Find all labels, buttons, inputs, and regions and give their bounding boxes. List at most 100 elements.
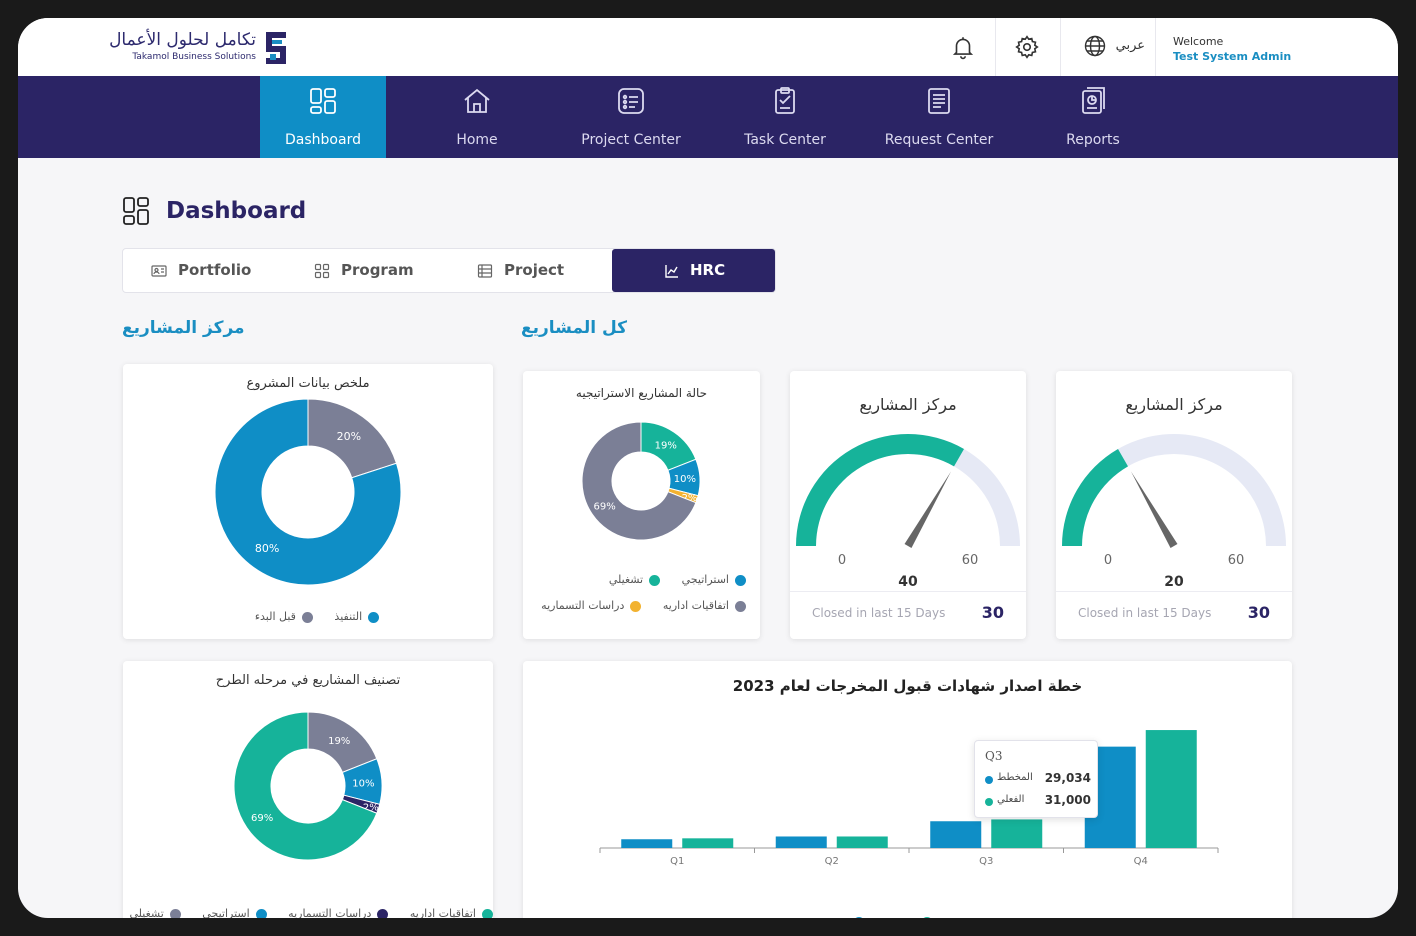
legend-item[interactable]: دراسات التسماريه <box>288 907 389 918</box>
legend-label: دراسات التسماريه <box>288 907 372 918</box>
legend-item[interactable]: اتفاقيات اداريه <box>663 599 746 612</box>
chart-legend: اتفاقيات اداريه دراسات التسماريه استراتي… <box>123 907 493 918</box>
bar[interactable] <box>930 821 982 848</box>
gauge-value-label: 20 <box>1164 574 1184 590</box>
slice-label: 2% <box>682 493 698 504</box>
grid-icon <box>314 263 330 279</box>
topbar-divider <box>995 18 996 76</box>
bar[interactable] <box>836 836 888 848</box>
legend-dot <box>735 600 746 612</box>
tab-hrc[interactable]: HRC <box>612 249 775 292</box>
nav-item-request-center[interactable]: Request Center <box>876 76 1002 158</box>
user-name[interactable]: Test System Admin <box>1173 50 1292 63</box>
nav-label: Project Center <box>581 132 681 148</box>
closed-label: Closed in last 15 Days <box>1078 606 1212 620</box>
document-icon <box>928 88 950 114</box>
app-window: تكامل لحلول الأعمال Takamol Business Sol… <box>18 18 1398 918</box>
tooltip-series-name: المخطط <box>997 772 1033 783</box>
nav-item-task-center[interactable]: Task Center <box>722 76 848 158</box>
gauge-card: مركز المشاريع 0 60 20 Closed in last 15 Da… <box>1056 371 1292 639</box>
gauge-needle <box>1131 471 1178 548</box>
legend-item[interactable]: قبل البدء <box>255 610 313 623</box>
grid-icon <box>123 197 149 225</box>
bar[interactable] <box>1145 730 1197 848</box>
brand-logo[interactable]: تكامل لحلول الأعمال Takamol Business Sol… <box>109 26 292 70</box>
classification-card: تصنيف المشاريع في مرحله الطرح 19% 10% 2% 69… <box>123 661 493 918</box>
gauge-min-label: 0 <box>1104 553 1112 568</box>
gauge-fill <box>1062 449 1128 546</box>
report-icon <box>1082 87 1105 114</box>
chart-legend: التنفيذ قبل البدء <box>123 610 493 623</box>
nav-item-reports[interactable]: Reports <box>1030 76 1156 158</box>
nav-label: Reports <box>1066 132 1120 148</box>
legend-item[interactable]: تشغيلي <box>129 907 181 918</box>
legend-label: اتفاقيات اداريه <box>662 599 729 612</box>
page-title: Dashboard <box>166 198 307 224</box>
gauge-min-label: 0 <box>838 553 846 568</box>
donut-slice[interactable] <box>233 711 378 861</box>
donut-chart: 20% 80% <box>214 398 402 586</box>
bell-icon[interactable] <box>950 34 976 60</box>
top-bar: تكامل لحلول الأعمال Takamol Business Sol… <box>18 18 1398 76</box>
page-header: Dashboard <box>122 196 422 228</box>
tab-label: Program <box>341 261 414 279</box>
gear-icon[interactable] <box>1014 34 1040 60</box>
legend-label: تشغيلي <box>129 907 164 918</box>
nav-item-home[interactable]: Home <box>414 76 540 158</box>
slice-label: 69% <box>593 502 615 513</box>
chart-title: مركز المشاريع <box>859 395 957 414</box>
bar[interactable] <box>682 838 734 848</box>
language-label: عربي <box>1115 38 1145 53</box>
legend-dot <box>482 908 493 918</box>
tab-portfolio[interactable]: Portfolio <box>123 249 286 292</box>
brand-name-en: Takamol Business Solutions <box>132 52 256 62</box>
tab-label: Portfolio <box>178 261 252 279</box>
closed-value: 30 <box>981 603 1004 622</box>
legend-dot <box>630 600 642 612</box>
legend-item[interactable]: دراسات التسماريه <box>541 599 642 612</box>
bar[interactable] <box>991 819 1043 848</box>
tooltip-title: Q3 <box>985 749 1003 763</box>
legend-dot <box>377 908 389 918</box>
donut-slice[interactable] <box>214 398 402 586</box>
legend-label: استراتيجي <box>202 907 250 918</box>
tab-project[interactable]: Project <box>449 249 612 292</box>
chart-title: ملخص بيانات المشروع <box>246 376 370 391</box>
gauge-footer: Closed in last 15 Days 30 <box>1056 591 1292 639</box>
welcome-label: Welcome <box>1173 35 1224 48</box>
legend-item[interactable]: تشغيلي <box>609 573 661 586</box>
gauge-max-label: 60 <box>1228 553 1245 568</box>
slice-label: 80% <box>255 542 279 555</box>
legend-item[interactable]: التنفيذ <box>334 610 380 623</box>
bar[interactable] <box>621 839 673 848</box>
brand-mark-icon <box>266 32 286 64</box>
dashboard-tabs: Portfolio Program Project HRC <box>122 248 776 293</box>
gauge-chart: 0 60 40 <box>796 434 1020 590</box>
home-icon <box>464 88 490 113</box>
x-tick-label: Q2 <box>825 856 839 867</box>
project-summary-card: ملخص بيانات المشروع 20% 80% التنفيذ قبل ا… <box>123 364 493 639</box>
legend-label: التنفيذ <box>334 610 363 623</box>
slice-label: 19% <box>328 736 350 747</box>
list-box-icon <box>618 88 644 114</box>
legend-item[interactable]: اتفاقيات اداريه <box>410 907 493 918</box>
legend-item[interactable]: استراتيجي <box>202 907 267 918</box>
donut-chart: 19% 10% 2% 69% <box>233 711 383 861</box>
tooltip-value: 29,034 <box>1044 771 1091 785</box>
language-switcher[interactable]: عربي <box>1083 34 1145 60</box>
legend-dot <box>255 908 267 918</box>
gauge-card: مركز المشاريع 0 60 40 Closed in last 15 Da… <box>790 371 1026 639</box>
bar[interactable] <box>775 836 827 848</box>
gauge-max-label: 60 <box>962 553 979 568</box>
legend-dot[interactable] <box>853 917 865 918</box>
tab-program[interactable]: Program <box>286 249 449 292</box>
donut-chart: 19% 10% 2% 69% <box>581 421 701 541</box>
nav-label: Request Center <box>884 132 994 148</box>
legend-dot[interactable] <box>921 917 933 918</box>
donut-slice[interactable] <box>581 421 697 541</box>
legend-item[interactable]: استراتيجي <box>682 573 746 586</box>
tooltip-series-name: الفعلي <box>997 794 1025 805</box>
nav-item-dashboard[interactable]: Dashboard <box>260 76 386 158</box>
nav-item-project-center[interactable]: Project Center <box>568 76 694 158</box>
slice-label: 2% <box>363 802 379 813</box>
